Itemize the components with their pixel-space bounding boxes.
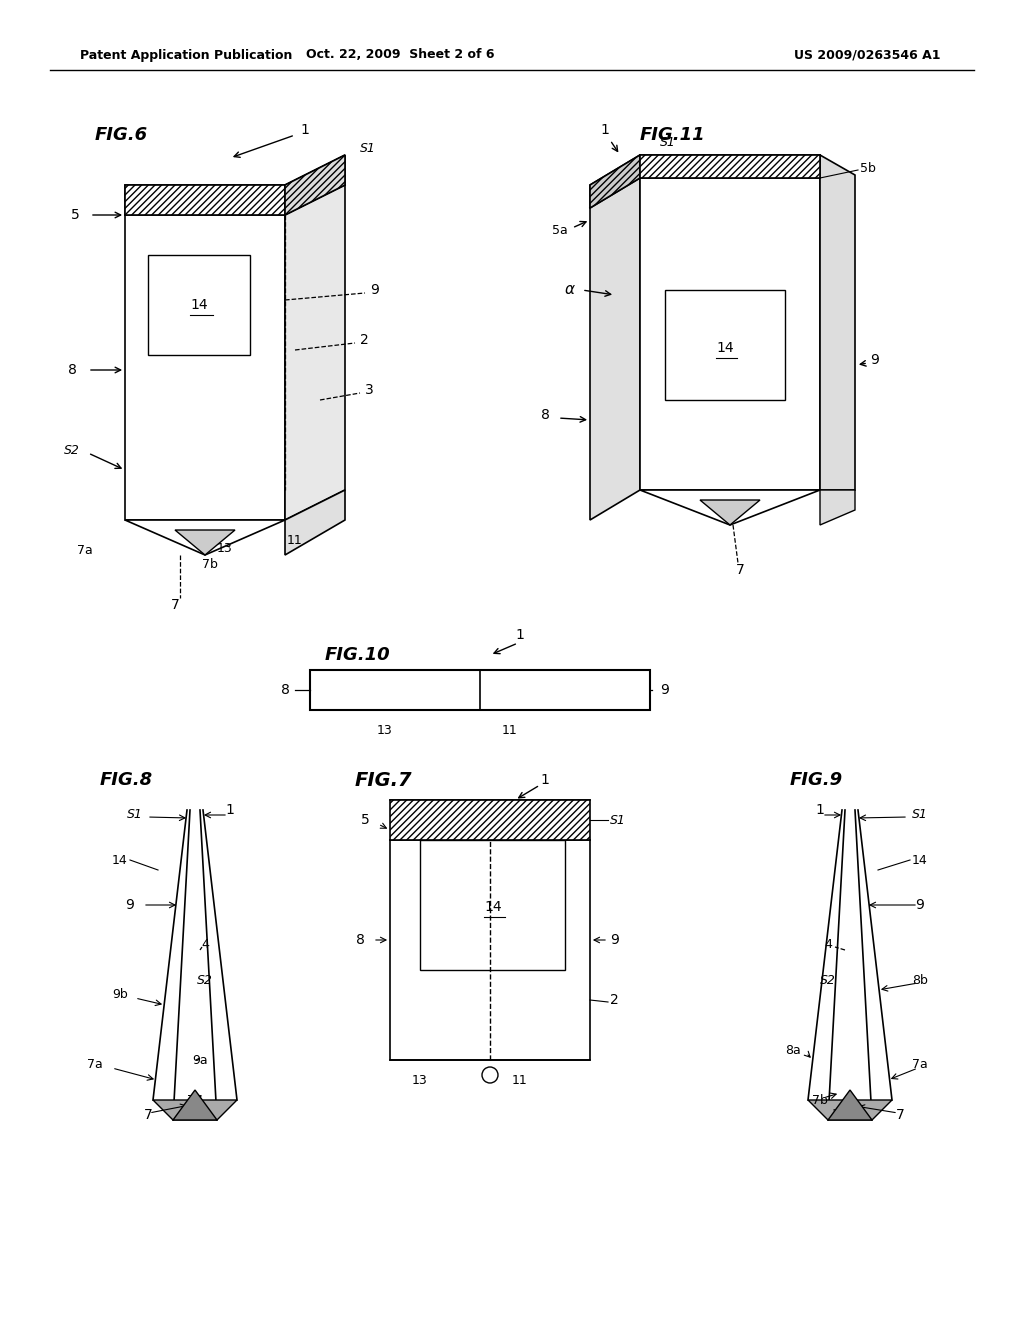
Text: 8: 8 [68,363,77,378]
Polygon shape [820,490,855,525]
Text: 5b: 5b [860,161,876,174]
Text: 11: 11 [512,1073,528,1086]
Text: α: α [565,282,575,297]
Polygon shape [285,154,345,520]
Text: S2: S2 [65,444,80,457]
Polygon shape [125,520,285,554]
Polygon shape [808,1100,892,1119]
Text: S1: S1 [360,141,376,154]
Polygon shape [590,154,640,209]
Text: 14: 14 [190,298,208,312]
Text: FIG.8: FIG.8 [100,771,154,789]
Text: 11: 11 [287,533,303,546]
Polygon shape [285,154,345,215]
Polygon shape [175,531,234,554]
Polygon shape [285,490,345,554]
Text: 1: 1 [541,774,550,787]
Bar [390,840,590,1060]
Text: Oct. 22, 2009  Sheet 2 of 6: Oct. 22, 2009 Sheet 2 of 6 [306,49,495,62]
Text: 9: 9 [870,352,879,367]
Text: 14: 14 [484,900,502,913]
Text: 9: 9 [660,682,670,697]
Text: FIG.9: FIG.9 [790,771,843,789]
Circle shape [482,1067,498,1082]
Text: 7b: 7b [187,1093,203,1106]
Polygon shape [828,1090,872,1119]
Text: 7: 7 [735,564,744,577]
Text: 5a: 5a [552,223,568,236]
Text: 7a: 7a [87,1059,102,1072]
Text: Patent Application Publication: Patent Application Publication [80,49,293,62]
Text: 5: 5 [360,813,370,828]
Bar [390,800,590,840]
Bar [665,290,785,400]
Text: 1: 1 [225,803,234,817]
Bar [148,255,250,355]
Text: S1: S1 [912,808,928,821]
Text: 8: 8 [281,682,290,697]
Text: 14: 14 [912,854,928,866]
Text: 14: 14 [716,341,734,355]
Text: 1: 1 [815,803,824,817]
Text: 9a: 9a [193,1053,208,1067]
Bar [310,671,650,710]
Polygon shape [590,154,640,520]
Text: 9b: 9b [112,989,128,1002]
Text: 8b: 8b [912,974,928,986]
Text: 7a: 7a [77,544,93,557]
Text: 8a: 8a [785,1044,801,1056]
Polygon shape [640,154,820,490]
Text: S1: S1 [127,808,143,821]
Text: 13: 13 [412,1073,428,1086]
Text: 3: 3 [365,383,374,397]
Text: 7b: 7b [812,1093,828,1106]
Text: 1: 1 [600,123,609,137]
Text: 4: 4 [201,939,209,952]
Text: 14: 14 [112,854,128,866]
Text: 2: 2 [360,333,369,347]
Text: 9: 9 [370,282,379,297]
Text: S1: S1 [610,813,626,826]
Text: S1: S1 [660,136,676,149]
Text: 7: 7 [171,598,179,612]
Text: 1: 1 [301,123,309,137]
Polygon shape [153,1100,237,1119]
Text: US 2009/0263546 A1: US 2009/0263546 A1 [794,49,940,62]
Text: 11: 11 [833,1109,848,1122]
Text: 11: 11 [502,723,518,737]
Text: 7: 7 [143,1107,153,1122]
Polygon shape [820,154,855,490]
Text: FIG.11: FIG.11 [640,125,706,144]
Polygon shape [640,490,820,525]
Text: 13: 13 [217,541,232,554]
Text: 7a: 7a [912,1059,928,1072]
Text: 2: 2 [610,993,618,1007]
Text: 1: 1 [515,628,524,642]
Text: 8: 8 [355,933,365,946]
Text: FIG.6: FIG.6 [95,125,148,144]
Polygon shape [125,185,285,520]
Text: 7: 7 [896,1107,904,1122]
Polygon shape [173,1090,217,1119]
Text: 4: 4 [824,939,831,952]
Text: 9: 9 [610,933,618,946]
Text: 13: 13 [377,723,393,737]
Text: 8: 8 [541,408,550,422]
Polygon shape [700,500,760,525]
Text: 9: 9 [126,898,134,912]
Text: 9: 9 [915,898,925,912]
Text: FIG.7: FIG.7 [355,771,413,789]
Polygon shape [640,154,820,178]
Bar [420,840,565,970]
Text: S2: S2 [197,974,213,986]
Text: S2: S2 [820,974,836,986]
Text: FIG.10: FIG.10 [325,645,390,664]
Text: 5: 5 [71,209,80,222]
Polygon shape [125,185,285,215]
Text: 7b: 7b [202,558,218,572]
